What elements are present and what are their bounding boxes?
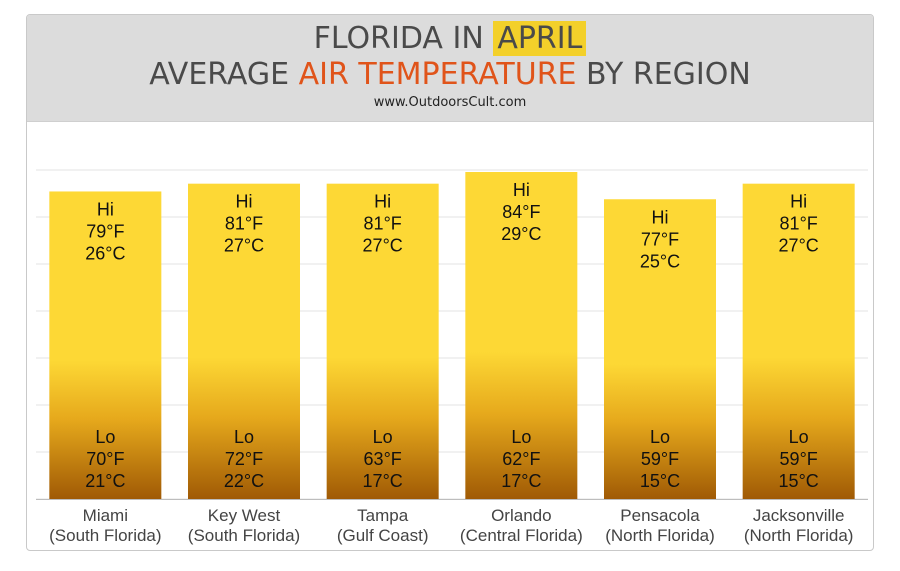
category-sublabel: (Gulf Coast) xyxy=(337,526,429,545)
hi-label: Hi xyxy=(374,192,391,212)
lo-celsius-label: 22°C xyxy=(224,471,264,491)
category-sublabel: (South Florida) xyxy=(188,526,300,545)
lo-label: Lo xyxy=(789,427,809,447)
category-label: Orlando xyxy=(491,506,551,525)
lo-label: Lo xyxy=(373,427,393,447)
lo-fahrenheit-label: 72°F xyxy=(225,449,263,469)
bar-miami xyxy=(49,191,162,499)
lo-label: Lo xyxy=(650,427,670,447)
lo-celsius-label: 15°C xyxy=(779,471,819,491)
hi-label: Hi xyxy=(513,180,530,200)
hi-fahrenheit-label: 77°F xyxy=(641,229,679,249)
lo-fahrenheit-label: 62°F xyxy=(502,449,540,469)
lo-celsius-label: 15°C xyxy=(640,471,680,491)
lo-celsius-label: 21°C xyxy=(85,471,125,491)
hi-fahrenheit-label: 79°F xyxy=(86,221,124,241)
chart-header: FLORIDA IN APRIL AVERAGE AIR TEMPERATURE… xyxy=(27,15,873,122)
category-sublabel: (Central Florida) xyxy=(460,526,583,545)
title-line2-suffix: BY REGION xyxy=(576,57,751,92)
chart-frame: FLORIDA IN APRIL AVERAGE AIR TEMPERATURE… xyxy=(26,14,874,551)
hi-celsius-label: 25°C xyxy=(640,251,680,271)
chart-title-line2: AVERAGE AIR TEMPERATURE BY REGION xyxy=(27,57,873,92)
lo-fahrenheit-label: 70°F xyxy=(86,449,124,469)
category-label: Jacksonville xyxy=(753,506,845,525)
hi-label: Hi xyxy=(652,207,669,227)
bar-orlando xyxy=(465,172,578,499)
lo-celsius-label: 17°C xyxy=(363,471,403,491)
lo-label: Lo xyxy=(234,427,254,447)
category-sublabel: (North Florida) xyxy=(744,526,854,545)
title-month-highlight: APRIL xyxy=(493,21,587,56)
category-label: Pensacola xyxy=(620,506,700,525)
hi-fahrenheit-label: 81°F xyxy=(780,214,818,234)
hi-label: Hi xyxy=(97,199,114,219)
hi-celsius-label: 27°C xyxy=(779,236,819,256)
category-label: Tampa xyxy=(357,506,409,525)
hi-celsius-label: 27°C xyxy=(363,236,403,256)
title-line2-prefix: AVERAGE xyxy=(149,57,299,92)
hi-celsius-label: 29°C xyxy=(501,224,541,244)
bar-tampa xyxy=(326,183,439,499)
hi-fahrenheit-label: 81°F xyxy=(225,214,263,234)
hi-celsius-label: 26°C xyxy=(85,243,125,263)
category-sublabel: (North Florida) xyxy=(605,526,715,545)
category-label: Miami xyxy=(83,506,128,525)
website-credit: www.OutdoorsCult.com xyxy=(373,95,527,110)
bar-pensacola xyxy=(604,199,716,499)
bar-jacksonville xyxy=(742,183,855,499)
lo-label: Lo xyxy=(95,427,115,447)
hi-label: Hi xyxy=(790,192,807,212)
lo-celsius-label: 17°C xyxy=(501,471,541,491)
title-air-temperature-highlight: AIR TEMPERATURE xyxy=(298,57,577,92)
lo-label: Lo xyxy=(511,427,531,447)
lo-fahrenheit-label: 63°F xyxy=(364,449,402,469)
hi-label: Hi xyxy=(236,192,253,212)
hi-fahrenheit-label: 84°F xyxy=(502,202,540,222)
category-sublabel: (South Florida) xyxy=(49,526,161,545)
title-line1-prefix: FLORIDA IN xyxy=(313,21,494,56)
bar-key-west xyxy=(188,183,300,499)
hi-celsius-label: 27°C xyxy=(224,236,264,256)
chart-title-line1: FLORIDA IN APRIL xyxy=(27,21,873,56)
hi-fahrenheit-label: 81°F xyxy=(364,214,402,234)
lo-fahrenheit-label: 59°F xyxy=(780,449,818,469)
lo-fahrenheit-label: 59°F xyxy=(641,449,679,469)
category-label: Key West xyxy=(208,506,281,525)
